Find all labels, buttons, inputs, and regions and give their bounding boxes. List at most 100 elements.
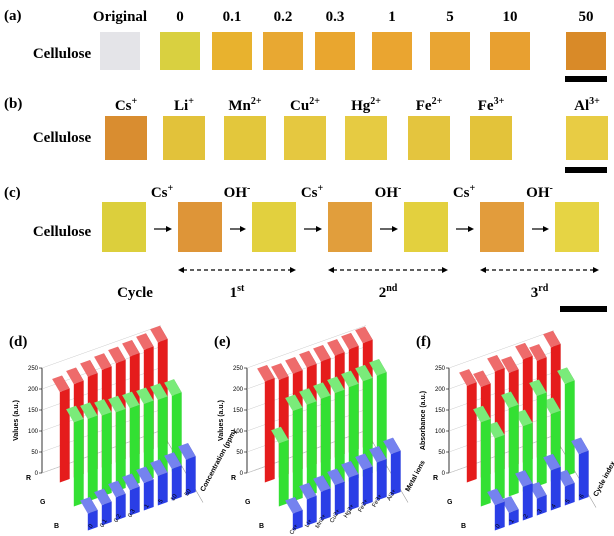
ion-label: Mn2+ <box>228 96 262 114</box>
ion: Cs <box>453 185 470 201</box>
bar-front <box>320 488 331 521</box>
charge: + <box>131 96 137 107</box>
legend-label: B <box>259 523 264 530</box>
bar-front <box>466 382 477 483</box>
panel-label: (f) <box>416 334 431 350</box>
scale-bar <box>560 306 607 312</box>
bar-top <box>52 375 70 393</box>
bar-front <box>390 450 401 496</box>
bar <box>285 394 303 502</box>
charge: + <box>167 183 173 194</box>
ion: OH <box>526 185 550 201</box>
bar <box>487 421 505 502</box>
step-label: Cs+ <box>301 183 324 201</box>
bar-front <box>508 509 519 526</box>
bar-front <box>143 400 154 482</box>
bar <box>327 468 345 516</box>
n: 2 <box>379 285 387 301</box>
sample-label: 5 <box>446 9 454 25</box>
cycle-label: Cycle <box>117 285 153 301</box>
bar-top <box>327 339 345 356</box>
n: 3 <box>531 285 539 301</box>
sample-label: 0.2 <box>274 9 293 25</box>
arrow-head <box>442 267 448 273</box>
x-tick-label: Cs+ <box>289 523 300 536</box>
sample-swatch <box>163 116 205 160</box>
bar <box>369 445 387 501</box>
bar <box>529 481 547 516</box>
sample-label: 10 <box>503 9 518 25</box>
cycle-number: 3rd <box>531 283 549 301</box>
panel-label: (a) <box>4 8 22 24</box>
sample-label: 0 <box>176 9 184 25</box>
row-label: Cellulose <box>33 46 92 62</box>
grid-line <box>246 325 367 369</box>
step-label: OH- <box>375 183 402 201</box>
arrow-head <box>290 267 296 273</box>
sample-swatch <box>178 202 222 252</box>
bar-front <box>480 418 491 507</box>
y-tick-label: 250 <box>28 366 39 372</box>
bar-top <box>487 421 505 439</box>
bar <box>355 453 373 506</box>
bar-top <box>178 443 196 460</box>
x-tick-label: 2 <box>523 513 530 519</box>
bar-top <box>122 391 140 409</box>
bar-top <box>355 326 373 344</box>
ion-label: Fe3+ <box>478 96 505 114</box>
charge: + <box>317 183 323 194</box>
bar-top <box>122 473 140 491</box>
bar-top <box>299 350 317 368</box>
bar <box>257 364 275 483</box>
y-tick-label: 0 <box>240 471 244 477</box>
x-tick-label: 5 <box>565 498 572 504</box>
bar-top <box>66 367 84 385</box>
ion: Cs <box>115 98 132 114</box>
sample-swatch <box>105 116 147 160</box>
x-tick-label: 0.2 <box>113 513 123 524</box>
bar-top <box>355 364 373 382</box>
ion: Cs <box>301 185 318 201</box>
bar-front <box>536 495 547 516</box>
bar-top <box>136 466 154 484</box>
row-label: Cellulose <box>33 130 92 146</box>
sample-swatch <box>100 32 140 70</box>
scale-bar <box>565 167 607 173</box>
x-tick-label: 1 <box>144 503 151 509</box>
bar-top <box>543 453 561 471</box>
sample-swatch <box>160 32 200 70</box>
charge: 2+ <box>370 96 381 107</box>
bar <box>515 470 533 521</box>
y-tick-label: 50 <box>31 450 38 456</box>
bar-top <box>571 437 589 455</box>
cycle-number: 2nd <box>379 283 398 301</box>
bar-top <box>285 357 303 374</box>
sample-label: 0.3 <box>326 9 345 25</box>
bar-top <box>355 453 373 471</box>
ion: Mn <box>228 98 251 114</box>
sample-swatch <box>263 32 303 70</box>
bar-front <box>508 404 519 497</box>
sample-swatch <box>566 116 608 160</box>
bar <box>355 364 373 477</box>
bar <box>136 466 154 511</box>
legend-label: R <box>433 475 438 482</box>
bar-top <box>543 330 561 348</box>
x-tick-label: Li+ <box>304 518 314 529</box>
bar-top <box>369 445 387 463</box>
legend-label: B <box>54 523 59 530</box>
bar-top <box>257 364 275 382</box>
bar <box>571 437 589 501</box>
y-tick-label: 150 <box>233 408 244 414</box>
y-tick-label: 50 <box>438 450 445 456</box>
bar-front <box>87 510 98 531</box>
bar <box>459 369 477 483</box>
charge: + <box>188 96 194 107</box>
bar-top <box>327 376 345 394</box>
bar <box>487 488 505 531</box>
bar-top <box>515 342 533 360</box>
panel-label: (e) <box>214 334 231 350</box>
bar <box>271 426 289 507</box>
bar-top <box>543 397 561 415</box>
bar-top <box>501 356 519 373</box>
